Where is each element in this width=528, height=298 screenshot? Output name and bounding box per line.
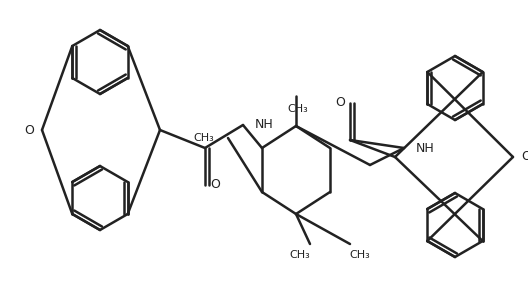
Text: O: O	[24, 123, 34, 136]
Text: CH₃: CH₃	[290, 250, 310, 260]
Text: O: O	[210, 179, 220, 192]
Text: O: O	[521, 150, 528, 164]
Text: NH: NH	[255, 119, 274, 131]
Text: CH₃: CH₃	[350, 250, 370, 260]
Text: O: O	[335, 97, 345, 109]
Text: CH₃: CH₃	[193, 133, 214, 143]
Text: NH: NH	[416, 142, 435, 154]
Text: CH₃: CH₃	[288, 104, 308, 114]
